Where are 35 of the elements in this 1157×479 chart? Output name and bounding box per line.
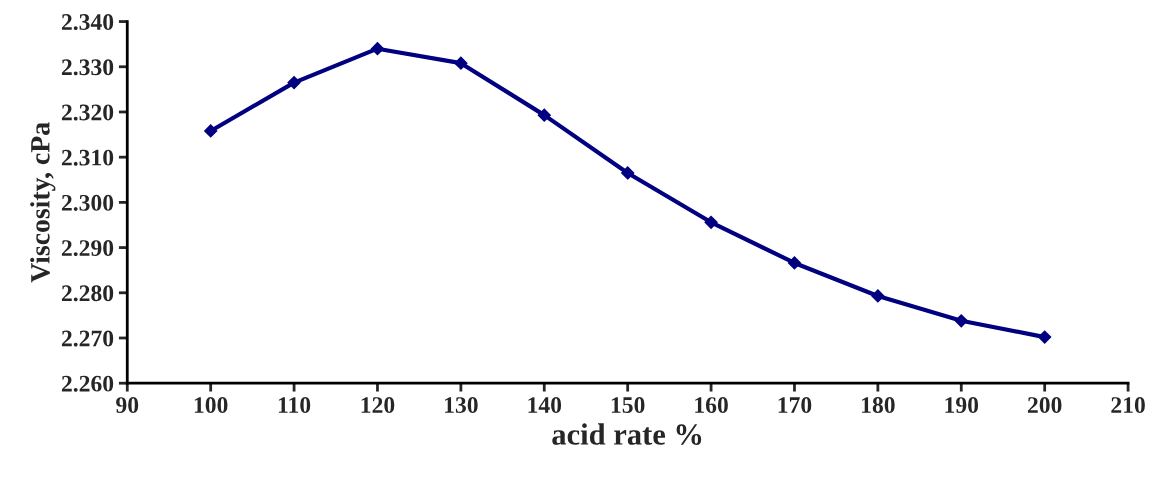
x-tick-label: 140 [528,397,562,414]
x-tick-label: 110 [278,397,311,414]
y-tick-label: 2.320 [61,104,114,121]
point [1038,330,1052,344]
y-tick-label: 2.340 [61,14,114,31]
point [954,314,968,328]
x-tick-label: 130 [445,397,478,414]
x-tick-label: 180 [862,397,895,414]
x-tick-label: 170 [778,397,812,414]
x-tick-label: 90 [116,397,139,414]
x-tick-label: 160 [695,397,728,414]
point [621,166,635,180]
y-tick-label: 2.310 [61,149,114,166]
point [454,56,468,70]
point [537,108,551,122]
x-tick-label: 100 [194,397,228,414]
y-tick-label: 2.260 [61,375,114,392]
point [704,215,718,229]
x-tick-label: 120 [361,397,395,414]
y-tick-label: 2.330 [61,59,114,76]
point [287,75,301,90]
y-tick-label: 2.270 [61,330,114,347]
point [871,289,885,303]
point [204,124,218,138]
x-tick-label: 150 [611,397,645,414]
point [787,256,802,270]
x-tick-label: 200 [1027,397,1062,414]
x-tick-label: 210 [1111,397,1145,414]
y-axis-title: Viscosity, cPa [30,122,56,283]
point [370,42,385,56]
y-tick-label: 2.300 [61,194,114,211]
x-tick-label: 190 [945,397,979,414]
x-axis-title: acid rate % [552,423,702,445]
y-tick-label: 2.290 [61,240,114,257]
y-tick-label: 2.280 [61,285,114,302]
